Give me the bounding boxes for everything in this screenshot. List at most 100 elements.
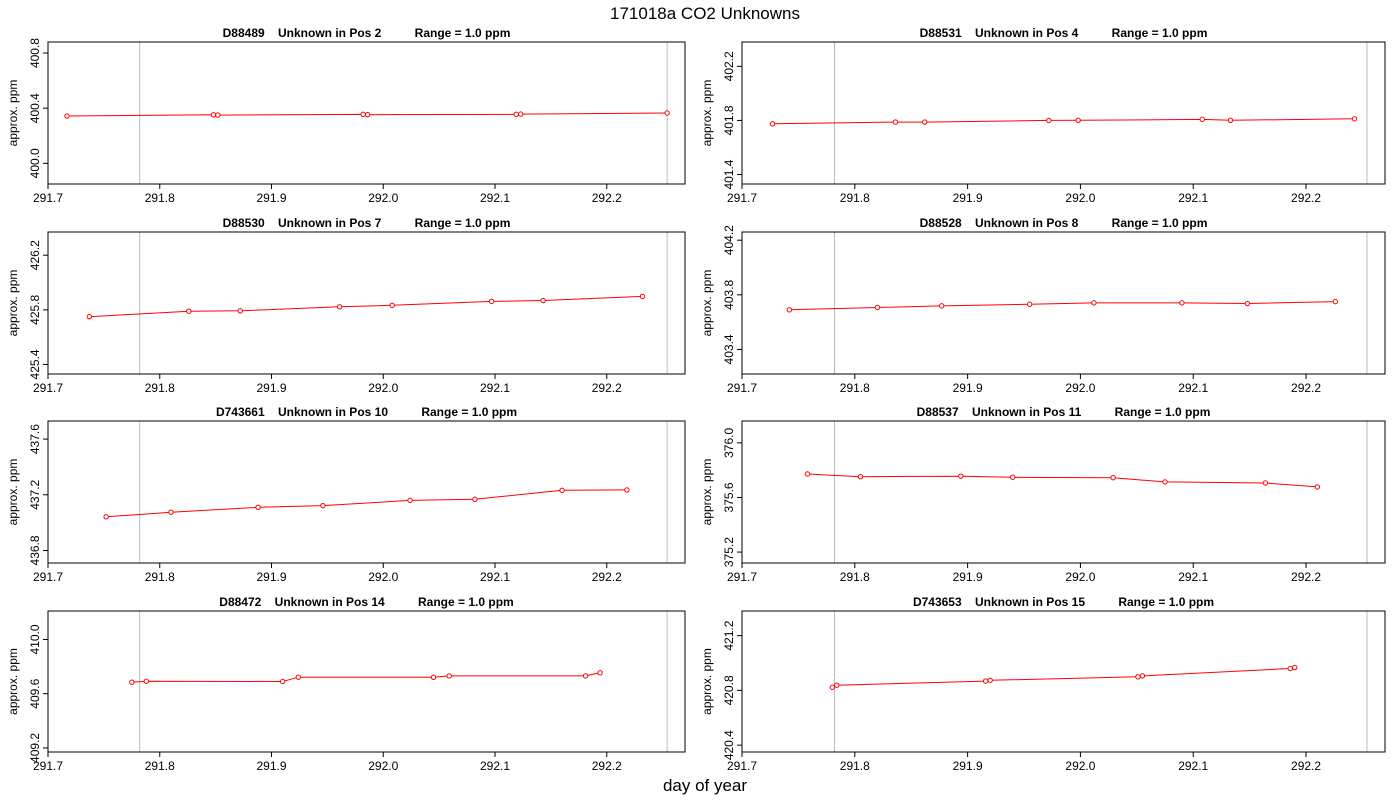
y-axis-label: approx. ppm [700,270,714,337]
y-tick-label: 401.8 [722,105,736,135]
data-point-5 [1075,117,1081,124]
series-line-1 [131,672,601,683]
x-tick-label: 292.0 [368,191,398,205]
data-point-5 [407,497,413,504]
data-point-2 [168,509,174,515]
plot-frame [741,231,1386,375]
data-point-1 [86,313,93,320]
y-tick-label: 409.2 [28,733,42,763]
panel-title: D88531 Unknown in Pos 4 Range = 1.0 ppm [920,26,1208,40]
data-point-5 [1091,300,1097,306]
data-point-4 [336,304,343,310]
x-tick-label: 291.7 [727,759,757,773]
series-line-1 [832,667,1295,688]
data-point-1 [103,514,109,520]
x-tick-label: 291.9 [953,191,983,205]
data-point-8 [664,110,670,116]
x-tick-label: 291.7 [33,191,63,205]
x-tick-label: 291.9 [256,759,286,773]
series-line-1 [89,295,643,318]
y-tick-label: 401.4 [722,159,736,189]
data-point-5 [389,302,395,309]
data-point-7 [1287,665,1293,672]
data-point-3 [215,112,221,118]
plot-frame [47,41,686,185]
x-tick-label: 292.2 [592,759,622,773]
y-axis-label: approx. ppm [700,648,714,715]
x-tick-label: 291.7 [727,570,757,584]
x-axis-label: day of year [663,776,747,795]
x-tick-label: 292.2 [1291,381,1321,395]
data-point-6 [1199,116,1205,123]
chart-panel-2: D88531 Unknown in Pos 4 Range = 1.0 ppm 2… [700,26,1386,205]
x-tick-label: 292.0 [1065,759,1095,773]
plot-frame [47,420,686,564]
y-tick-label: 400.4 [28,93,42,123]
x-tick-label: 292.1 [480,191,510,205]
x-tick-label: 291.7 [33,381,63,395]
x-tick-label: 292.1 [1178,381,1208,395]
data-point-7 [518,111,524,117]
data-point-8 [1314,484,1321,490]
y-tick-label: 375.2 [722,537,736,567]
x-tick-label: 292.1 [1178,191,1208,205]
data-point-1 [829,684,835,690]
data-point-6 [446,673,452,679]
data-point-5 [1110,474,1116,481]
data-point-6 [1139,673,1146,679]
chart-panel-1: D88489 Unknown in Pos 2 Range = 1.0 ppm 2… [6,26,686,205]
data-point-2 [834,682,840,688]
x-tick-label: 291.9 [953,759,983,773]
data-point-3 [237,308,243,314]
data-point-8 [597,670,603,676]
x-tick-label: 292.2 [592,570,622,584]
data-point-4 [295,674,302,680]
y-axis-label: approx. ppm [6,648,20,715]
y-tick-label: 403.8 [722,279,736,309]
data-point-1 [64,113,70,119]
x-tick-label: 292.0 [368,381,398,395]
data-point-4 [987,677,993,683]
data-point-7 [540,297,546,304]
data-point-4 [320,502,326,509]
data-point-1 [129,679,135,685]
x-tick-label: 292.1 [480,570,510,584]
y-axis-label: approx. ppm [700,459,714,526]
panel-title: D743653 Unknown in Pos 15 Range = 1.0 pp… [913,595,1214,609]
y-tick-label: 437.6 [28,424,42,454]
panel-title: D88528 Unknown in Pos 8 Range = 1.0 ppm [920,216,1208,230]
y-tick-label: 404.2 [722,225,736,255]
x-tick-label: 292.2 [1291,759,1321,773]
data-point-2 [210,112,217,118]
data-point-3 [958,473,964,479]
x-tick-label: 292.2 [592,191,622,205]
data-point-5 [430,674,437,680]
y-tick-label: 420.4 [722,730,736,760]
data-point-8 [1292,664,1298,671]
data-point-7 [1262,480,1269,486]
panel-title: D88489 Unknown in Pos 2 Range = 1.0 ppm [223,26,511,40]
panel-title: D88472 Unknown in Pos 14 Range = 1.0 ppm [219,595,513,609]
data-point-6 [1179,300,1185,306]
plot-frame [741,610,1386,753]
y-tick-label: 400.8 [28,38,42,68]
y-tick-label: 402.2 [722,51,736,81]
y-tick-label: 425.8 [28,294,42,324]
data-point-8 [1351,116,1358,122]
data-point-4 [360,111,366,118]
data-point-6 [472,496,478,502]
chart-panel-6: D88537 Unknown in Pos 11 Range = 1.0 ppm… [700,405,1386,584]
data-point-4 [1046,117,1052,124]
data-point-1 [804,471,811,477]
series-line-1 [772,118,1355,125]
plot-frame [47,610,686,753]
panels: D88489 Unknown in Pos 2 Range = 1.0 ppm 2… [6,26,1386,773]
y-tick-label: 403.4 [722,334,736,364]
series-line-1 [789,301,1336,311]
x-tick-label: 291.8 [840,191,870,205]
y-axis-label: approx. ppm [6,459,20,526]
plot-frame [741,41,1386,185]
data-point-5 [364,111,371,118]
x-tick-label: 291.9 [256,191,286,205]
